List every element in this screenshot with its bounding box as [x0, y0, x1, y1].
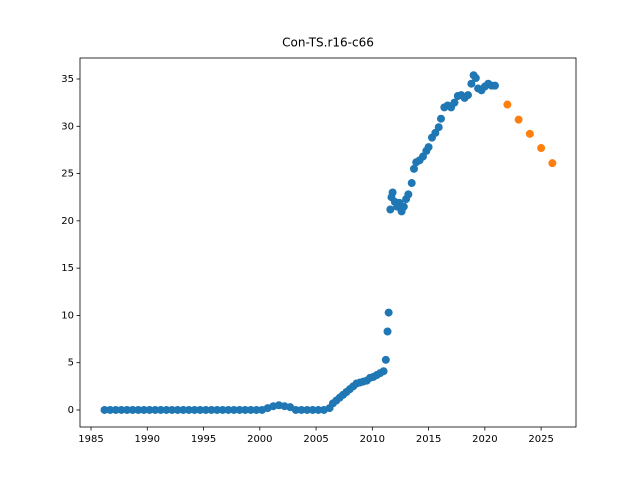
point — [548, 159, 557, 168]
point — [241, 405, 250, 414]
plot-frame — [79, 57, 577, 428]
point — [409, 164, 418, 173]
point — [381, 355, 390, 364]
point — [252, 405, 261, 414]
point — [399, 202, 408, 211]
point — [537, 144, 546, 153]
point — [384, 308, 393, 317]
point — [291, 405, 300, 414]
point — [111, 405, 120, 414]
point — [151, 405, 160, 414]
point — [404, 190, 413, 199]
point — [434, 123, 443, 132]
y-tick-label: 5 — [68, 358, 74, 369]
point — [190, 405, 199, 414]
point — [184, 405, 193, 414]
y-tick-label: 35 — [61, 74, 74, 85]
point — [128, 405, 137, 414]
x-tick-label: 2000 — [247, 434, 272, 445]
point — [450, 98, 459, 107]
point — [179, 405, 188, 414]
point — [308, 405, 317, 414]
point — [106, 405, 115, 414]
point — [235, 405, 244, 414]
x-tick-label: 1990 — [135, 434, 160, 445]
point — [162, 405, 171, 414]
point — [224, 405, 233, 414]
point — [229, 405, 238, 414]
point — [168, 405, 177, 414]
point — [213, 405, 222, 414]
point — [117, 405, 126, 414]
point — [196, 405, 205, 414]
point — [383, 327, 392, 336]
y-tick-label: 25 — [61, 169, 74, 180]
point — [314, 405, 323, 414]
x-tick-label: 1995 — [191, 434, 216, 445]
point — [407, 179, 416, 188]
point — [503, 100, 512, 109]
point — [173, 405, 182, 414]
point — [386, 205, 395, 214]
point — [246, 405, 255, 414]
y-tick-label: 10 — [61, 310, 74, 321]
x-tick-label: 2025 — [528, 434, 553, 445]
point — [424, 143, 433, 152]
point — [490, 81, 499, 90]
y-tick-label: 20 — [61, 216, 74, 227]
point — [139, 405, 148, 414]
x-tick-label: 2020 — [472, 434, 497, 445]
point — [218, 405, 227, 414]
x-tick-label: 2015 — [416, 434, 441, 445]
point — [436, 114, 445, 123]
point — [514, 115, 523, 124]
point — [303, 405, 312, 414]
point — [467, 79, 476, 88]
point — [100, 405, 109, 414]
y-tick-label: 0 — [68, 405, 74, 416]
point — [201, 405, 210, 414]
x-tick-label: 2010 — [360, 434, 385, 445]
point — [145, 405, 154, 414]
point — [471, 74, 480, 83]
point — [134, 405, 143, 414]
chart-title: Con-TS.r16-c66 — [282, 36, 374, 50]
point — [379, 367, 388, 376]
x-tick-label: 2005 — [303, 434, 328, 445]
point — [388, 188, 397, 197]
x-tick-label: 1985 — [78, 434, 103, 445]
point — [207, 405, 216, 414]
point — [525, 129, 534, 138]
y-tick-label: 30 — [61, 121, 74, 132]
point — [297, 405, 306, 414]
point — [156, 405, 165, 414]
point — [123, 405, 132, 414]
y-tick-label: 15 — [61, 263, 74, 274]
point — [463, 91, 472, 100]
